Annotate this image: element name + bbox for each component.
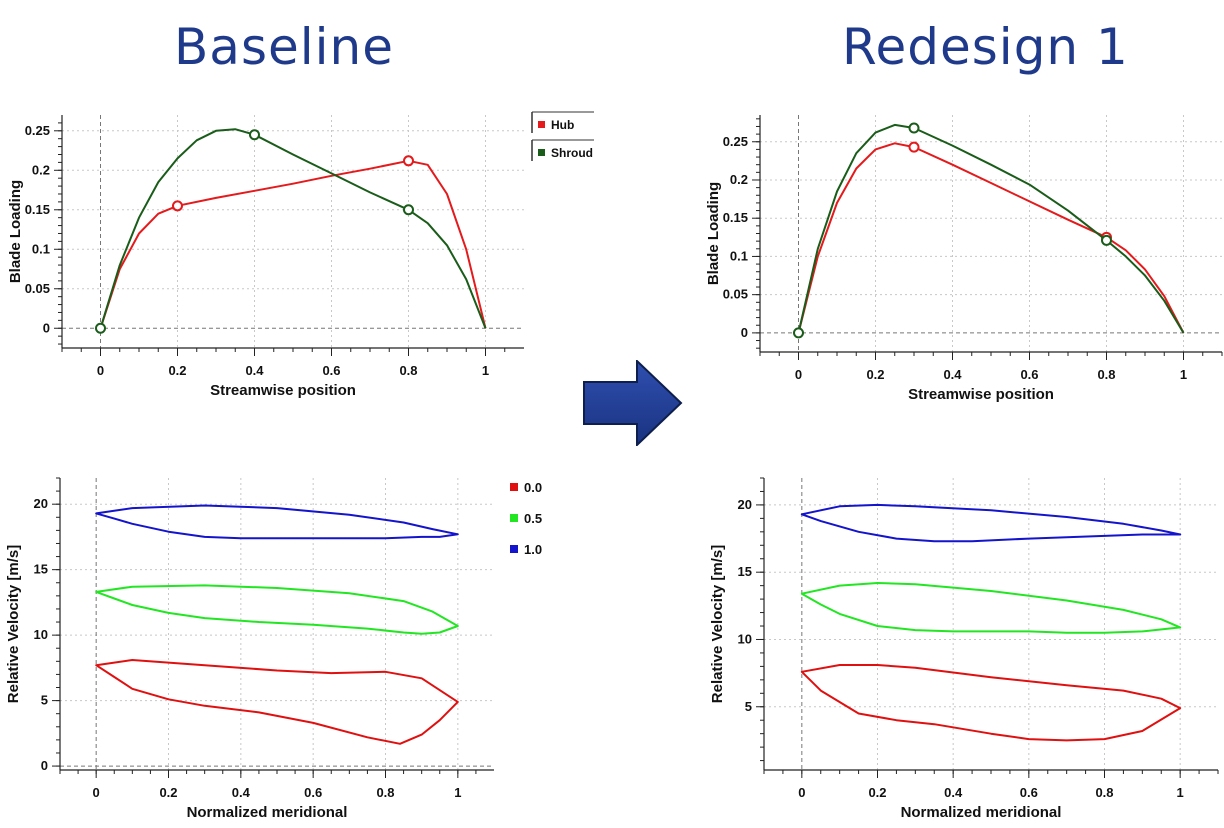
baseline-loading-series-shroud-marker [95,322,106,334]
baseline-velocity-y-tick-label: 15 [34,562,48,577]
redesign-loading-y-tick-label: 0.25 [723,134,748,149]
baseline-loading-series-hub-marker [403,155,414,167]
baseline-loading-series-hub-line [99,159,487,329]
redesign-velocity-series-1-0-line [800,503,1182,543]
baseline-velocity-x-tick-label: 0.2 [159,785,177,800]
baseline-title: Baseline [174,18,394,76]
baseline-loading-y-tick-label: 0 [43,320,50,335]
redesign-loading-series-shroud-marker [908,122,920,134]
baseline-loading-y-axis-label: Blade Loading [7,180,24,283]
redesign-velocity-x-tick-label: 0.8 [1095,785,1113,800]
baseline-velocity-series-1-0-line [95,504,459,540]
baseline-loading-legend-swatch-shroud [538,149,545,156]
redesign-loading-x-axis-label: Streamwise position [908,386,1054,403]
baseline-loading-y-tick-label: 0.25 [25,123,50,138]
redesign-velocity-y-tick-label: 10 [738,631,752,646]
redesign-loading-series-hub-line [797,142,1185,334]
redesign-loading-y-tick-label: 0.05 [723,287,748,302]
baseline-velocity-series-0-5-line [95,584,459,635]
redesign-loading-series-hub-marker [908,141,920,153]
redesign-velocity-y-tick-label: 15 [738,564,752,579]
baseline-velocity-x-tick-label: 0.8 [376,785,394,800]
baseline-velocity-legend-swatch-0-0 [510,483,518,491]
baseline-loading-series-shroud-line [99,128,487,329]
redesign-loading-x-tick-label: 0.6 [1020,367,1038,382]
redesign-velocity-x-tick-label: 0.2 [868,785,886,800]
redesign-loading-y-tick-label: 0 [741,325,748,340]
redesign-velocity-x-tick-label: 0 [798,785,805,800]
baseline-velocity-y-tick-label: 5 [41,693,48,708]
redesign-velocity-y-tick-label: 20 [738,497,752,512]
baseline-velocity-x-axis-label: Normalized meridional [187,804,348,821]
baseline-velocity-y-axis-label: Relative Velocity [m/s] [5,545,22,703]
baseline-velocity-legend-label: 1.0 [524,542,542,557]
baseline-loading-x-tick-label: 0.2 [168,363,186,378]
baseline-loading-y-tick-label: 0.2 [32,162,50,177]
redesign-title: Redesign 1 [842,18,1129,76]
redesign-loading-x-tick-label: 1 [1180,367,1187,382]
redesign-loading-y-axis-label: Blade Loading [705,182,722,285]
baseline-velocity-x-tick-label: 1 [454,785,461,800]
redesign-velocity-x-tick-label: 1 [1177,785,1184,800]
redesign-velocity-series-0-0-line [800,664,1182,742]
baseline-velocity-series-0-0-line [95,659,459,745]
redesign-velocity-y-tick-label: 5 [745,699,752,714]
baseline-velocity-y-tick-label: 10 [34,627,48,642]
baseline-loading-y-tick-label: 0.1 [32,241,50,256]
redesign-loading-x-tick-label: 0 [795,367,802,382]
baseline-velocity-y-tick-label: 0 [41,758,48,773]
baseline-velocity-legend-swatch-0-5 [510,514,518,522]
baseline-velocity-y-tick-label: 20 [34,496,48,511]
baseline-velocity-legend-label: 0.5 [524,511,542,526]
baseline-loading-x-axis-label: Streamwise position [210,382,356,399]
baseline-loading-x-tick-label: 1 [482,363,489,378]
redesign-velocity-series-0-5-line [800,582,1182,634]
redesign-loading-series-shroud-marker [793,327,804,339]
redesign-velocity-x-tick-label: 0.6 [1020,785,1038,800]
redesign-loading-y-tick-label: 0.2 [730,172,748,187]
redesign-loading-y-tick-label: 0.15 [723,210,748,225]
baseline-velocity-x-tick-label: 0 [93,785,100,800]
baseline-loading-series-hub-marker [172,200,183,212]
baseline-velocity-x-tick-label: 0.4 [232,785,251,800]
redesign-loading-x-tick-label: 0.2 [866,367,884,382]
baseline-loading-legend-label: Hub [551,118,574,132]
baseline-velocity-legend-swatch-1-0 [510,545,518,553]
baseline-loading-legend-swatch-hub [538,121,545,128]
redesign-velocity-x-axis-label: Normalized meridional [901,804,1062,821]
redesign-loading-y-tick-label: 0.1 [730,248,748,263]
redesign-velocity-x-tick-label: 0.4 [944,785,963,800]
baseline-loading-series-shroud-marker [249,129,260,141]
baseline-velocity-x-tick-label: 0.6 [304,785,322,800]
redesign-velocity-y-axis-label: Relative Velocity [m/s] [709,545,726,703]
baseline-velocity-legend-label: 0.0 [524,480,542,495]
baseline-loading-x-tick-label: 0.4 [245,363,264,378]
baseline-loading-series-shroud-marker [403,204,414,216]
redesign-loading-series-shroud-marker [1101,234,1112,246]
redesign-loading-x-tick-label: 0.8 [1097,367,1115,382]
baseline-loading-y-tick-label: 0.05 [25,281,50,296]
baseline-loading-x-tick-label: 0 [97,363,104,378]
baseline-loading-legend-label: Shroud [551,146,593,160]
baseline-loading-x-tick-label: 0.8 [399,363,417,378]
arrow-right-icon [583,360,683,446]
redesign-loading-x-tick-label: 0.4 [943,367,962,382]
baseline-loading-y-tick-label: 0.15 [25,202,50,217]
redesign-loading-series-shroud-line [797,123,1185,334]
baseline-loading-x-tick-label: 0.6 [322,363,340,378]
